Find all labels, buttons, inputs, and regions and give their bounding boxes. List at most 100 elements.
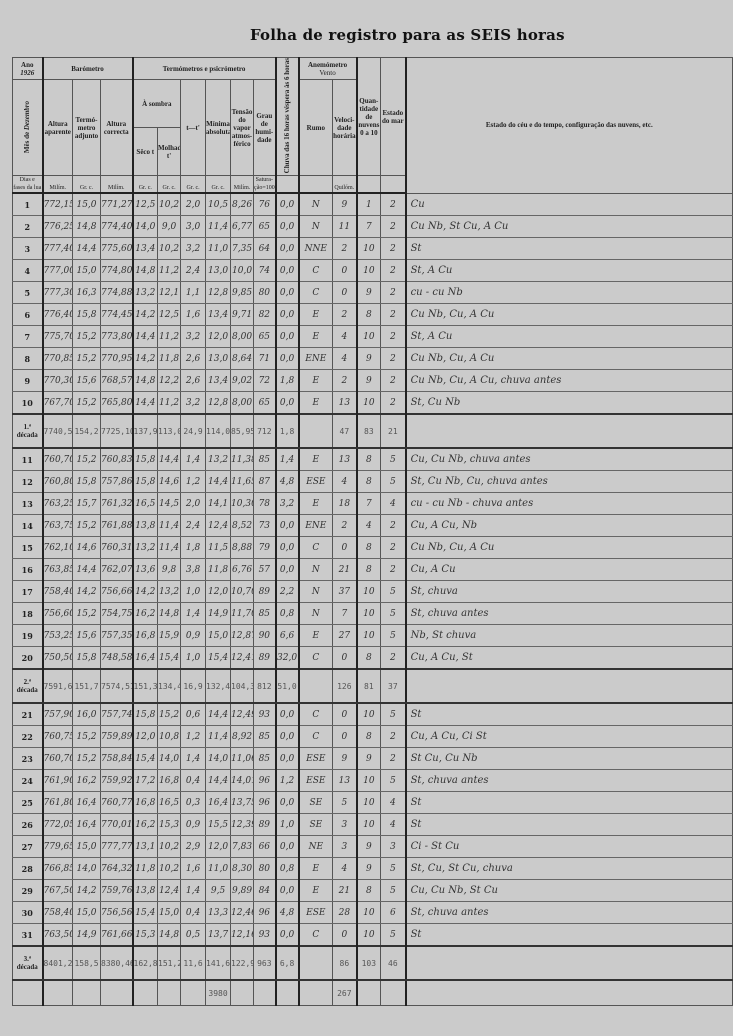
reading-cell: 15,2 <box>72 514 101 538</box>
empty-cell <box>355 979 382 1007</box>
reading-cell: 758,40 <box>41 901 73 925</box>
page-title: Folha de registro para as SEIS horas <box>250 26 565 44</box>
reading-cell: 13,4 <box>131 237 159 261</box>
reading-cell: 10,5 <box>205 193 232 217</box>
reading-cell: 1,6 <box>180 857 207 881</box>
grand-total-velocity: 267 <box>332 979 358 1007</box>
sky-remarks: St, A Cu <box>404 325 733 349</box>
reading-cell: 14,4 <box>205 703 232 727</box>
reading-cell: 11,4 <box>205 725 232 749</box>
reading-cell: 1,0 <box>180 646 207 670</box>
decade-total-cell: 141,6 <box>205 945 232 982</box>
reading-cell: 2,0 <box>180 492 207 516</box>
reading-cell: 12,39 <box>230 813 255 837</box>
day-number: 23 <box>12 747 43 771</box>
empty-cell <box>297 979 334 1007</box>
reading-cell: 14,5 <box>157 492 182 516</box>
decade-total-cell: 16,9 <box>180 668 207 705</box>
reading-cell: 12,5 <box>157 303 182 327</box>
register-table: Ano 1926 Barómetro Termómetros e psicróme… <box>12 56 733 1007</box>
reading-cell: 5 <box>332 791 358 815</box>
reading-cell: 0,4 <box>180 901 207 925</box>
reading-cell: 96 <box>253 901 277 925</box>
day-number: 27 <box>12 835 43 859</box>
sky-remarks: St, chuva antes <box>404 901 733 925</box>
reading-cell: 10,2 <box>157 193 182 217</box>
reading-cell: 2 <box>380 303 407 327</box>
sky-remarks: Cu, Cu Nb, chuva antes <box>404 448 733 472</box>
reading-cell: ENE <box>297 347 334 371</box>
reading-cell: 762,10 <box>41 536 73 560</box>
reading-cell: 9,8 <box>157 558 182 582</box>
reading-cell: 1,8 <box>180 536 207 560</box>
reading-cell: 57 <box>253 558 277 582</box>
reading-cell: 0,0 <box>274 514 300 538</box>
reading-cell: 0,8 <box>274 602 300 626</box>
reading-cell: 11,0 <box>205 857 232 881</box>
velocity-header: Veloci-dade horária <box>332 78 358 177</box>
reading-cell: 80 <box>253 281 277 305</box>
reading-cell: 15,4 <box>205 646 232 670</box>
reading-cell: ENE <box>297 514 334 538</box>
reading-cell: 84 <box>253 879 277 903</box>
reading-cell: 66 <box>253 835 277 859</box>
reading-cell: 776,40 <box>41 303 73 327</box>
reading-cell: 21 <box>332 558 358 582</box>
day-number: 5 <box>12 281 43 305</box>
reading-cell: 1 <box>355 193 382 217</box>
day-row: 31763,5014,9761,6615,314,80,513,712,1693… <box>12 923 733 947</box>
sky-remarks: St <box>404 813 733 837</box>
reading-cell: 11,0 <box>205 237 232 261</box>
reading-cell: 8,88 <box>230 536 255 560</box>
empty-cell <box>99 979 134 1007</box>
reading-cell: 16,8 <box>131 624 159 648</box>
day-row: 11760,7015,2760,8315,814,41,413,211,3885… <box>12 448 733 472</box>
reading-cell: 4 <box>332 857 358 881</box>
reading-cell: 10 <box>355 791 382 815</box>
day-number: 31 <box>12 923 43 947</box>
reading-cell: 14,4 <box>131 325 159 349</box>
day-row: 1 772,15 15,0 771,27 12,5 10,2 2,0 10,5 8,26 76 0,… <box>12 193 733 217</box>
sky-remarks: St <box>404 237 733 261</box>
reading-cell: 8 <box>355 725 382 749</box>
decade-total-cell: 86 <box>332 945 358 982</box>
reading-cell: 774,88 <box>99 281 134 305</box>
reading-cell: 760,70 <box>41 747 73 771</box>
reading-cell: C <box>297 703 334 727</box>
reading-cell: 9 <box>355 347 382 371</box>
termometro-adjunto-header: Termó-metro adjunto <box>72 78 101 177</box>
reading-cell: 13,75 <box>230 791 255 815</box>
reading-cell: N <box>297 602 334 626</box>
day-number: 2 <box>12 215 43 239</box>
reading-cell: 0,0 <box>274 391 300 415</box>
day-row: 20750,5015,8748,5816,415,41,015,412,4189… <box>12 646 733 670</box>
day-number: 26 <box>12 813 43 837</box>
sky-remarks: St <box>404 703 733 727</box>
reading-cell: 16,2 <box>131 813 159 837</box>
reading-cell: 4 <box>332 347 358 371</box>
decade-total-cell: 122,98 <box>230 945 255 982</box>
empty-cell <box>41 979 73 1007</box>
reading-cell: 775,60 <box>99 237 134 261</box>
reading-cell: 0,0 <box>274 193 300 217</box>
reading-cell: 758,84 <box>99 747 134 771</box>
sky-remarks: cu - cu Nb <box>404 281 733 305</box>
day-row: 19753,2515,6757,3516,815,90,915,012,8790… <box>12 624 733 648</box>
reading-cell: 15,8 <box>72 646 101 670</box>
t-diff-header: t—t' <box>180 78 207 177</box>
reading-cell: 13 <box>332 448 358 472</box>
reading-cell: 764,32 <box>99 857 134 881</box>
reading-cell: 14,8 <box>72 215 101 239</box>
reading-cell: 15,2 <box>72 747 101 771</box>
reading-cell: 2 <box>380 536 407 560</box>
reading-cell: 16,0 <box>72 703 101 727</box>
reading-cell: 79 <box>253 536 277 560</box>
reading-cell: 1,4 <box>180 747 207 771</box>
reading-cell: 15,0 <box>72 259 101 283</box>
reading-cell: 96 <box>253 791 277 815</box>
reading-cell: 93 <box>253 703 277 727</box>
day-number: 6 <box>12 303 43 327</box>
reading-cell: 777,40 <box>41 237 73 261</box>
reading-cell: 5 <box>380 857 407 881</box>
reading-cell: 9,89 <box>230 879 255 903</box>
